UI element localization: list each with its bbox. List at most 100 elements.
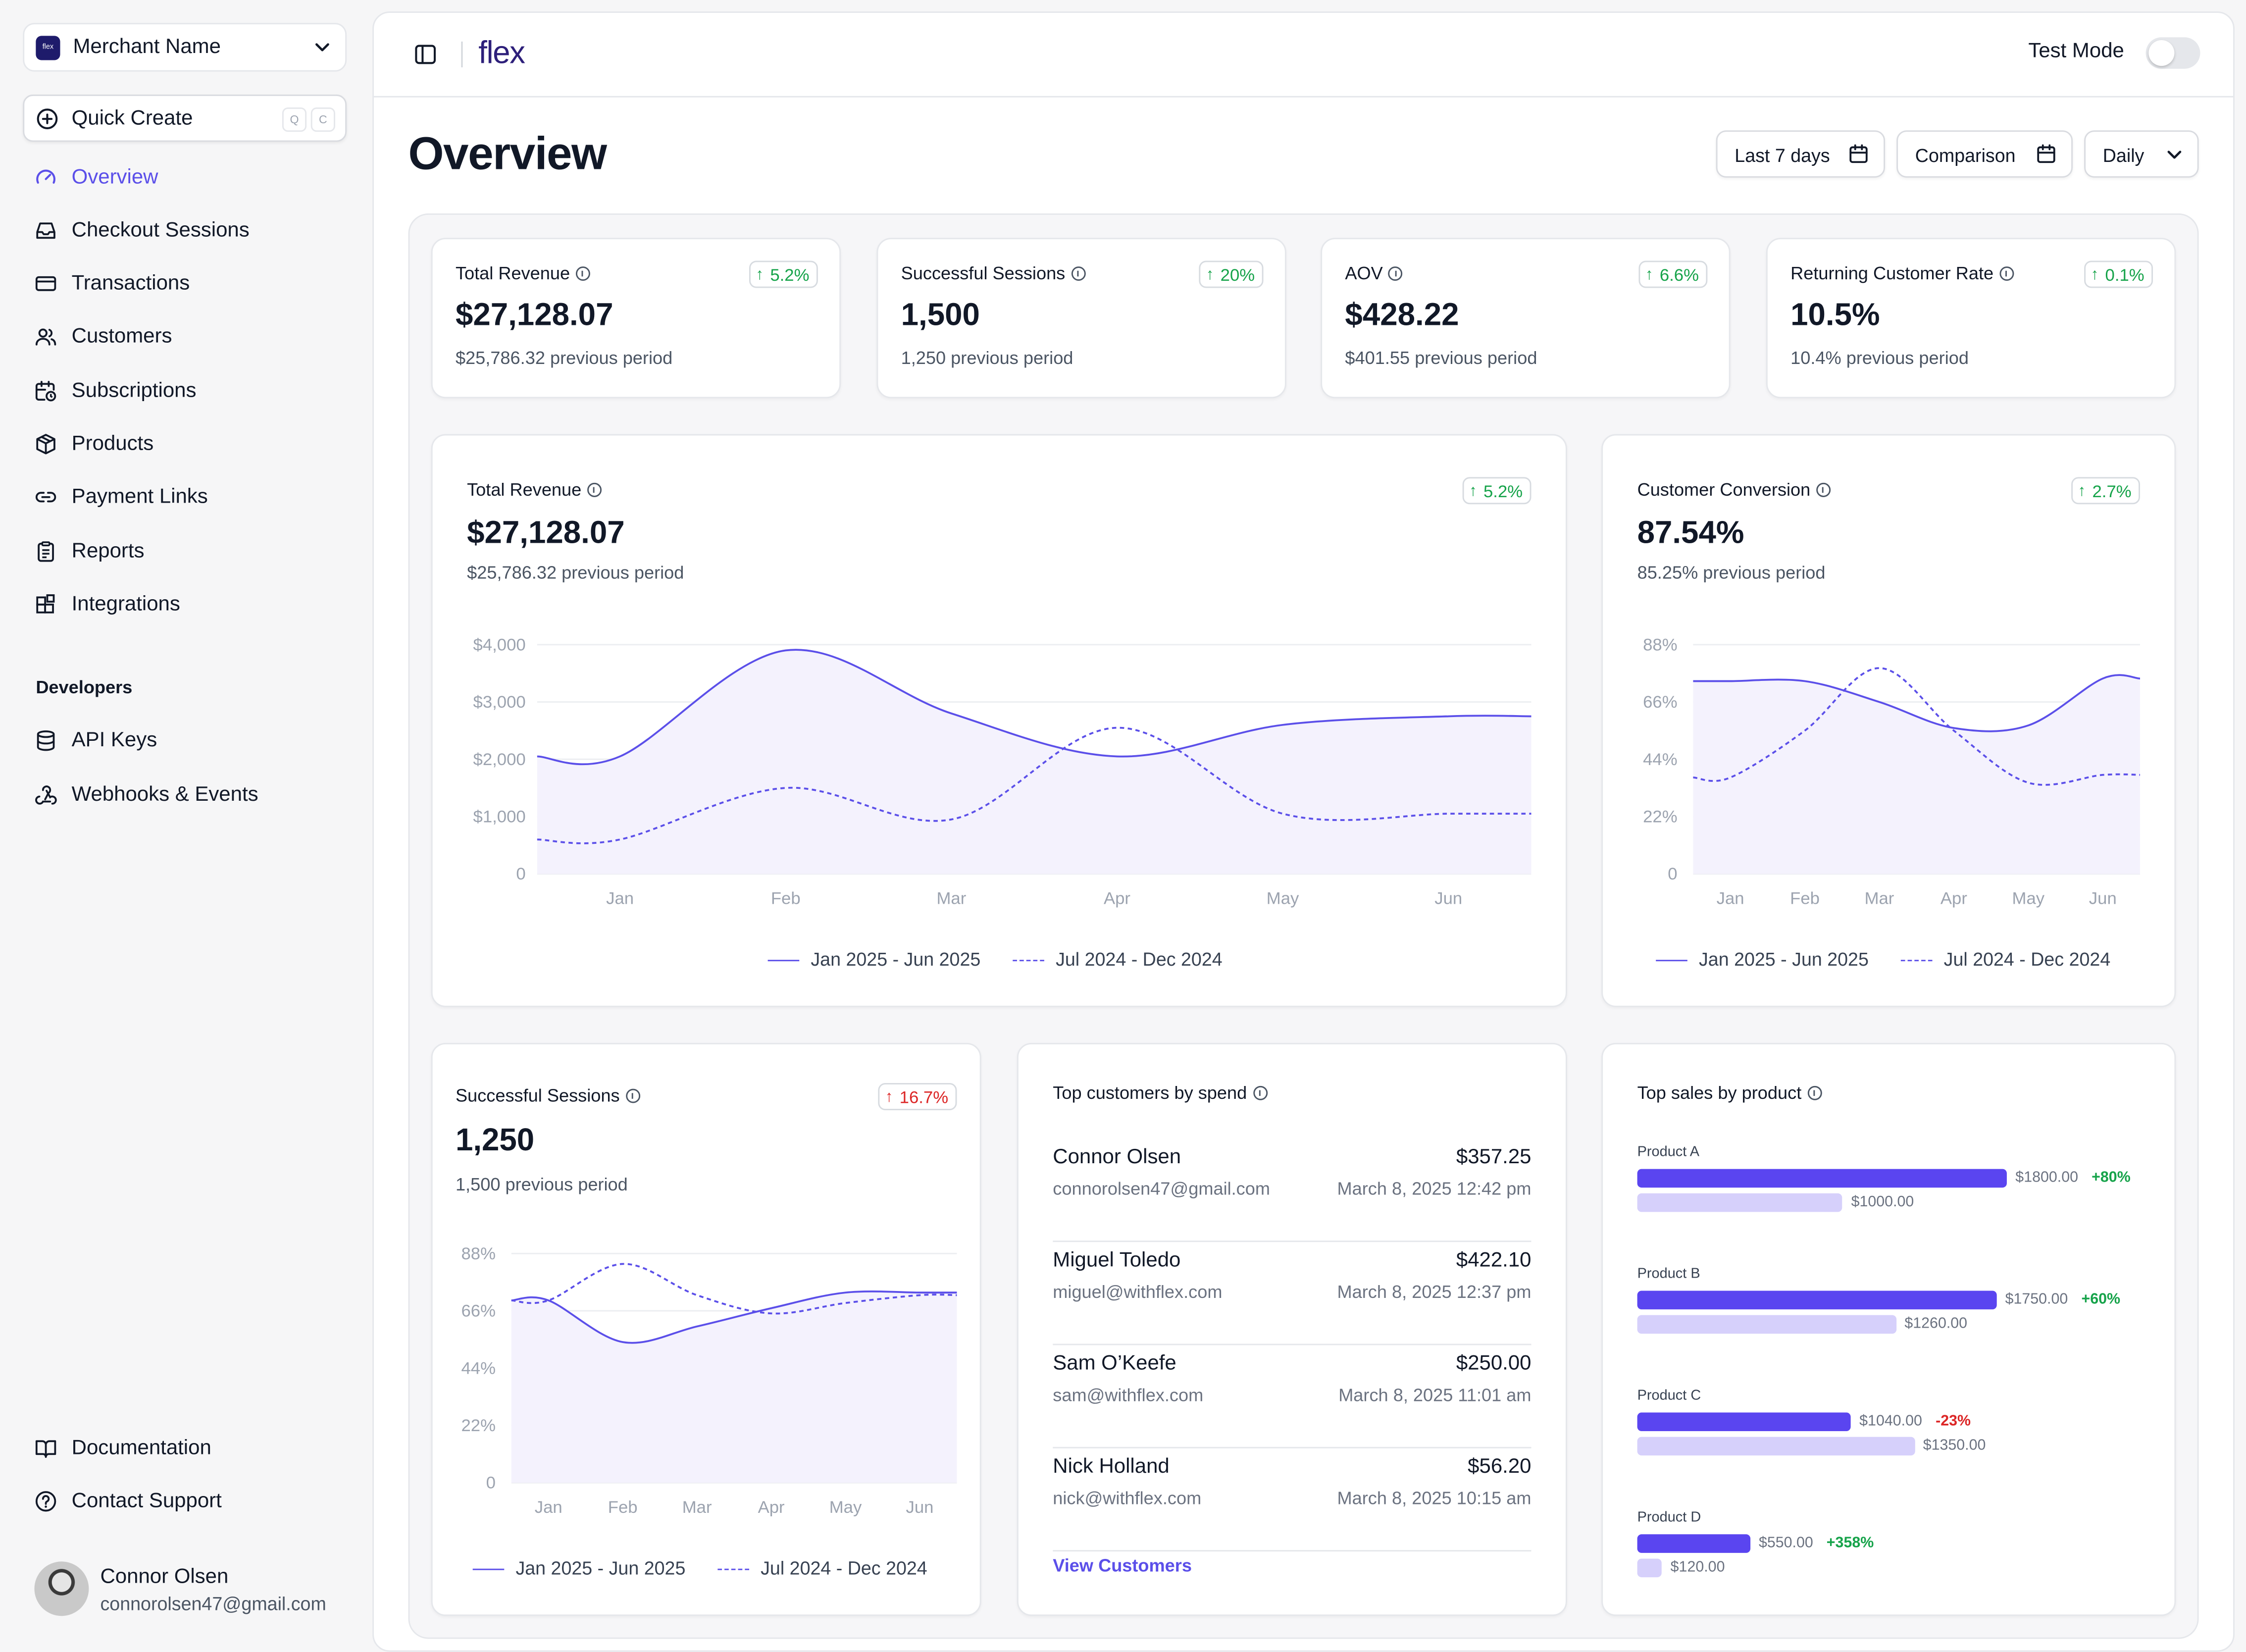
view-customers-link[interactable]: View Customers bbox=[1053, 1555, 1192, 1576]
sidebar-item-integrations[interactable]: Integrations bbox=[23, 583, 347, 626]
customer-amount: $357.25 bbox=[1456, 1146, 1531, 1169]
product-name: Product B bbox=[1637, 1266, 1700, 1283]
kpi-label: AOV bbox=[1345, 263, 1403, 284]
sidebar-item-label: Webhooks & Events bbox=[71, 783, 258, 807]
sidebar-item-customers[interactable]: Customers bbox=[23, 315, 347, 358]
info-icon[interactable] bbox=[1388, 266, 1403, 281]
y-tick-label: 88% bbox=[1643, 635, 1677, 654]
y-tick-label: $4,000 bbox=[473, 635, 526, 654]
merchant-switcher[interactable]: flex Merchant Name bbox=[23, 23, 347, 72]
kpi-value: 10.5% bbox=[1790, 296, 1880, 333]
change-badge: ↑ 5.2% bbox=[1462, 477, 1531, 505]
legend-current: Jan 2025 - Jun 2025 bbox=[472, 1557, 685, 1579]
quick-create-button[interactable]: Quick Create Q C bbox=[23, 94, 347, 142]
x-tick-label: Jun bbox=[1434, 889, 1462, 908]
sidebar-item-checkout-sessions[interactable]: Checkout Sessions bbox=[23, 209, 347, 252]
y-tick-label: 88% bbox=[461, 1244, 495, 1263]
brand-logo: flex bbox=[478, 34, 525, 70]
customer-name: Sam O’Keefe bbox=[1053, 1352, 1176, 1376]
y-tick-label: $3,000 bbox=[473, 693, 526, 712]
sidebar-item-label: Documentation bbox=[71, 1437, 211, 1460]
bar-previous bbox=[1637, 1437, 1915, 1456]
card-title: Top sales by product bbox=[1637, 1083, 1822, 1103]
sidebar-item-contact-support[interactable]: Contact Support bbox=[23, 1480, 347, 1523]
sidebar-item-label: Payment Links bbox=[71, 485, 208, 509]
kpi-label: Successful Sessions bbox=[901, 263, 1085, 284]
bar-previous bbox=[1637, 1193, 1843, 1212]
bar-previous-label: $1260.00 bbox=[1904, 1315, 1968, 1333]
quick-create-label: Quick Create bbox=[71, 107, 193, 131]
info-icon[interactable] bbox=[587, 482, 602, 497]
series-line-solid bbox=[537, 649, 1531, 766]
sidebar-item-products[interactable]: Products bbox=[23, 422, 347, 465]
change-badge: ↑ 2.7% bbox=[2071, 477, 2140, 505]
info-icon[interactable] bbox=[1252, 1085, 1267, 1100]
comparison-label: Comparison bbox=[1915, 145, 2016, 166]
test-mode-toggle[interactable] bbox=[2145, 37, 2200, 69]
x-tick-label: Mar bbox=[936, 889, 966, 908]
info-icon[interactable] bbox=[625, 1088, 640, 1103]
bar-current-label: $1040.00 bbox=[1859, 1412, 1922, 1430]
sidebar-item-webhooks[interactable]: Webhooks & Events bbox=[23, 774, 347, 817]
info-icon[interactable] bbox=[1999, 266, 2014, 281]
x-tick-label: Jun bbox=[2089, 889, 2117, 908]
date-range-button[interactable]: Last 7 days bbox=[1716, 130, 1886, 178]
developers-section-title: Developers bbox=[36, 677, 133, 698]
customer-row[interactable]: Nick Holland nick@withflex.com $56.20 Ma… bbox=[1053, 1447, 1531, 1552]
info-icon[interactable] bbox=[1816, 482, 1831, 497]
card-value: $27,128.07 bbox=[467, 514, 625, 550]
info-icon[interactable] bbox=[575, 266, 590, 281]
sidebar-item-payment-links[interactable]: Payment Links bbox=[23, 475, 347, 518]
series-line-dashed bbox=[537, 726, 1531, 844]
sidebar-item-overview[interactable]: Overview bbox=[23, 156, 347, 199]
product-name: Product A bbox=[1637, 1144, 1700, 1161]
bar-previous bbox=[1637, 1558, 1662, 1578]
customer-amount: $422.10 bbox=[1456, 1249, 1531, 1272]
customer-amount: $250.00 bbox=[1456, 1352, 1531, 1376]
change-badge: ↑ 5.2% bbox=[748, 260, 818, 288]
sidebar-toggle-icon[interactable] bbox=[414, 43, 437, 66]
customer-row[interactable]: Sam O’Keefe sam@withflex.com $250.00 Mar… bbox=[1053, 1344, 1531, 1448]
help-circle-icon bbox=[35, 1491, 56, 1512]
top-bar: flex Test Mode bbox=[374, 13, 2234, 98]
legend-current: Jan 2025 - Jun 2025 bbox=[1656, 948, 1869, 970]
granularity-select[interactable]: Daily bbox=[2084, 130, 2199, 178]
legend-previous: Jul 2024 - Dec 2024 bbox=[717, 1557, 927, 1579]
customer-email: nick@withflex.com bbox=[1053, 1488, 1202, 1509]
x-tick-label: Jun bbox=[906, 1498, 934, 1517]
kpi-card-total-revenue: Total Revenue ↑ 5.2% $27,128.07 $25,786.3… bbox=[431, 238, 841, 399]
sidebar-item-transactions[interactable]: Transactions bbox=[23, 262, 347, 305]
shortcut-key-c: C bbox=[310, 107, 335, 132]
sidebar-item-subscriptions[interactable]: Subscriptions bbox=[23, 369, 347, 413]
x-tick-label: Feb bbox=[608, 1498, 638, 1517]
x-tick-label: May bbox=[829, 1498, 862, 1517]
sidebar-item-reports[interactable]: Reports bbox=[23, 530, 347, 573]
series-area bbox=[1693, 675, 2140, 874]
change-badge: ↑ 0.1% bbox=[2084, 260, 2153, 288]
info-icon[interactable] bbox=[1071, 266, 1085, 281]
change-label: +60% bbox=[2081, 1291, 2121, 1308]
kpi-label: Total Revenue bbox=[456, 263, 590, 284]
calendar-icon bbox=[1849, 144, 1868, 163]
sidebar-item-label: Transactions bbox=[71, 272, 190, 295]
bar-current bbox=[1637, 1534, 1750, 1553]
sessions-chart-card: Successful Sessions ↑ 16.7% 1,250 1,500 p… bbox=[431, 1043, 981, 1616]
legend-previous: Jul 2024 - Dec 2024 bbox=[1900, 948, 2110, 970]
series-area bbox=[537, 650, 1531, 874]
comparison-button[interactable]: Comparison bbox=[1896, 130, 2073, 178]
sidebar-item-api-keys[interactable]: API Keys bbox=[23, 719, 347, 762]
series-area bbox=[511, 1291, 957, 1483]
merchant-logo: flex bbox=[36, 36, 60, 60]
kpi-value: 1,500 bbox=[901, 296, 980, 333]
customer-row[interactable]: Miguel Toledo miguel@withflex.com $422.1… bbox=[1053, 1240, 1531, 1345]
sidebar-item-documentation[interactable]: Documentation bbox=[23, 1427, 347, 1470]
info-icon[interactable] bbox=[1807, 1085, 1822, 1100]
customer-email: connorolsen47@gmail.com bbox=[1053, 1179, 1271, 1199]
x-tick-label: Jan bbox=[1717, 889, 1744, 908]
customer-email: sam@withflex.com bbox=[1053, 1385, 1204, 1405]
series-line-solid bbox=[1693, 674, 2141, 732]
bar-current bbox=[1637, 1412, 1851, 1432]
change-badge: ↑ 20% bbox=[1199, 260, 1264, 288]
customer-row[interactable]: Connor Olsen connorolsen47@gmail.com $35… bbox=[1053, 1137, 1531, 1242]
change-badge: ↑ 6.6% bbox=[1638, 260, 1708, 288]
